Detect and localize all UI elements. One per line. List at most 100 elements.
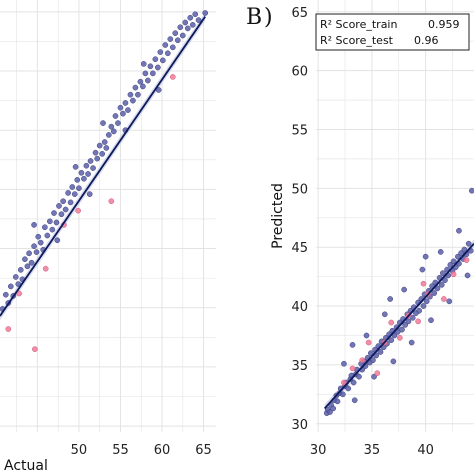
panel-b-train-point: [327, 409, 333, 415]
legend-test-label: R² Score_test: [320, 34, 394, 47]
panel-a-train-point: [76, 185, 82, 192]
panel-b-y-tick-label: 55: [291, 123, 308, 138]
panel-a-tick-labels: 50 55 60 65: [71, 443, 212, 458]
panel-a-train-point: [26, 250, 32, 257]
panel-b-train-point: [428, 317, 434, 324]
panel-b-label: B: [246, 5, 262, 30]
panel-b-train-point: [450, 258, 457, 265]
panel-a-x-tick-label: 55: [112, 443, 129, 458]
panel-a-train-point: [189, 22, 196, 28]
panel-b-train-point: [458, 250, 464, 256]
panel-a-train-point: [125, 107, 131, 113]
panel-a-train-point: [46, 218, 53, 225]
panel-a-test-point: [42, 265, 49, 272]
panel-a-train-point: [157, 49, 164, 55]
panel-a-train-point: [145, 77, 151, 84]
panel-a-train-point: [67, 199, 74, 206]
panel-b-train-point: [367, 350, 374, 356]
panel-a-train-point: [24, 263, 31, 270]
panel-a-train-point: [2, 291, 9, 298]
panel-b-train-point: [350, 379, 357, 386]
panel-b-train-point: [469, 187, 474, 194]
panel-a-train-point: [53, 219, 60, 226]
panel-b-train-point: [334, 398, 341, 405]
panel-a-gridlines: [0, 0, 216, 432]
panel-a-x-tick-label: 60: [154, 443, 171, 458]
panel-a-train-point: [105, 132, 112, 138]
panel-b-test-point: [349, 365, 356, 372]
panel-b-train-point: [420, 303, 427, 309]
panel-a-train-point: [28, 259, 35, 266]
panel-a-test-point: [108, 198, 115, 205]
panel-b-train-point: [377, 349, 384, 355]
panel-a-train-point: [90, 165, 96, 171]
panel-b-train-point: [409, 314, 416, 321]
panel-b-x-tick-label: 40: [417, 443, 434, 458]
panel-b-train-point: [402, 322, 409, 328]
panel-a-train-point: [117, 104, 124, 111]
panel-a-train-point: [83, 162, 90, 169]
panel-a-train-point: [172, 30, 179, 36]
panel-b-test-point: [415, 318, 421, 325]
legend-train-value: 0.959: [428, 18, 460, 31]
panel-a-train-point: [147, 63, 154, 70]
panel-a-fit-line: [0, 16, 206, 317]
panel-b-y-axis-label: Predicted: [270, 183, 286, 249]
panel-a-train-point: [86, 191, 93, 197]
panel-a-train-point: [103, 145, 110, 151]
panel-a-train-point: [155, 87, 162, 93]
panel-b-train-point: [446, 298, 453, 305]
panel-b-y-tick-label: 30: [291, 418, 308, 433]
panel-a-train-point: [169, 44, 176, 51]
panel-b-x-tick-label: 30: [310, 443, 327, 458]
panel-b-test-point: [463, 257, 470, 263]
panel-a-train-point: [87, 158, 94, 164]
panel-b-y-tick-label: 45: [291, 241, 308, 256]
panel-a-chart: 50 55 60 65 Actual: [0, 0, 216, 474]
panel-a-train-point: [140, 61, 147, 67]
panel-b-train-point: [416, 307, 423, 314]
panel-a-train-point: [62, 206, 69, 213]
panel-b-train-point: [388, 337, 395, 344]
panel-b-fit-line: [323, 243, 474, 410]
panel-b-plot-area: [316, 0, 474, 432]
panel-b-train-point: [465, 240, 472, 247]
panel-a-train-point: [44, 232, 51, 239]
panel-a-train-point: [99, 151, 106, 157]
panel-b-test-point: [396, 334, 403, 341]
panel-a-plot-area: [0, 0, 216, 432]
panel-a-x-tick-label: 50: [71, 443, 88, 458]
panel-a-train-point: [65, 190, 71, 196]
panel-a-train-point: [154, 64, 161, 71]
panel-a-train-point: [22, 256, 28, 263]
panel-a-train-point: [112, 113, 119, 119]
panel-a-train-point: [49, 226, 56, 233]
panel-a-train-point: [187, 14, 194, 21]
legend-box: [315, 13, 470, 51]
panel-a-train-point: [115, 120, 121, 126]
panel-b-legend: R² Score_train 0.959 R² Score_test 0.96: [315, 13, 470, 51]
panel-b-y-tick-label: 35: [291, 359, 308, 374]
panel-b-train-point: [434, 285, 441, 292]
panel-a-train-point: [96, 142, 103, 149]
panel-b-train-point: [439, 270, 446, 276]
panel-a-train-point: [56, 203, 62, 209]
panel-b-train-point: [461, 246, 468, 253]
panel-a-train-point: [110, 128, 117, 135]
panel-a-train-point: [135, 91, 141, 98]
panel-b-chart: B ) 30 35 40 30 35 40 45 50 55 60 65 Predicted R² …: [246, 0, 474, 458]
panel-b-train-point: [438, 282, 445, 288]
panel-b-train-point: [356, 373, 362, 380]
panel-a-test-point: [169, 74, 176, 80]
panel-b-train-point: [345, 385, 352, 392]
panel-b-train-point: [381, 311, 388, 318]
panel-b-train-point: [390, 358, 397, 365]
panel-b-train-point: [340, 391, 346, 398]
legend-test-value: 0.96: [414, 34, 439, 47]
panel-a-train-point: [127, 91, 134, 98]
panel-a-train-point: [174, 37, 181, 44]
panel-b-train-point: [349, 342, 356, 348]
panel-a-fit-line-segment: [0, 16, 206, 317]
panel-b-y-tick-label: 60: [291, 65, 308, 80]
